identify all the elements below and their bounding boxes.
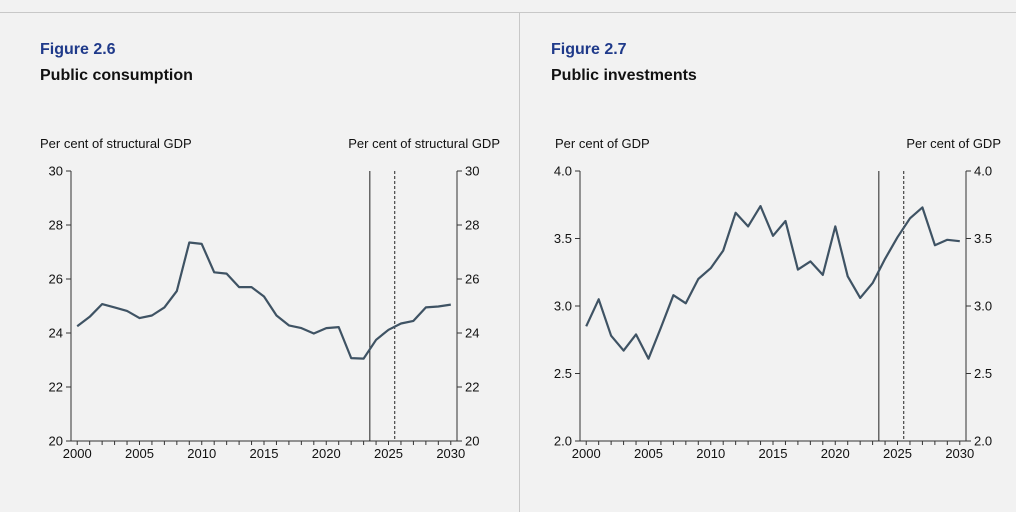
x-tick-label: 2030 xyxy=(945,446,974,461)
y-tick-label-left: 4.0 xyxy=(554,164,572,179)
y-tick-label-left: 28 xyxy=(49,218,63,233)
x-tick-label: 2000 xyxy=(572,446,601,461)
y-tick-label-left: 3.5 xyxy=(554,231,572,246)
x-tick-label: 2030 xyxy=(436,446,465,461)
x-tick-label: 2025 xyxy=(883,446,912,461)
y-tick-label-left: 2.0 xyxy=(554,434,572,449)
x-tick-label: 2000 xyxy=(63,446,92,461)
figure-number-right: Figure 2.7 xyxy=(551,41,627,58)
y-tick-label-right: 20 xyxy=(465,434,479,449)
x-tick-label: 2015 xyxy=(250,446,279,461)
y-tick-label-left: 26 xyxy=(49,272,63,287)
y-tick-label-right: 3.5 xyxy=(974,231,992,246)
y-axis-label-right-chart1: Per cent of structural GDP xyxy=(348,136,500,151)
x-tick-label: 2015 xyxy=(759,446,788,461)
y-tick-label-left: 24 xyxy=(49,326,63,341)
top-divider xyxy=(0,12,1016,13)
y-tick-label-left: 22 xyxy=(49,380,63,395)
y-axis-label-right-chart2: Per cent of GDP xyxy=(906,136,1001,151)
series-line xyxy=(585,205,960,360)
figure-panel-left xyxy=(0,13,519,512)
y-tick-label-right: 28 xyxy=(465,218,479,233)
y-axis-label-left-chart2: Per cent of GDP xyxy=(555,136,650,151)
series-line xyxy=(76,241,451,360)
y-tick-label-left: 2.5 xyxy=(554,366,572,381)
x-tick-label: 2010 xyxy=(696,446,725,461)
x-tick-label: 2005 xyxy=(634,446,663,461)
y-tick-label-right: 3.0 xyxy=(974,299,992,314)
figure-panel-right xyxy=(520,13,1016,512)
y-tick-label-right: 24 xyxy=(465,326,479,341)
x-tick-label: 2020 xyxy=(312,446,341,461)
figure-number-left: Figure 2.6 xyxy=(40,41,116,58)
x-tick-label: 2020 xyxy=(821,446,850,461)
figure-title-right: Public investments xyxy=(551,67,697,84)
y-tick-label-right: 30 xyxy=(465,164,479,179)
y-tick-label-left: 30 xyxy=(49,164,63,179)
x-tick-label: 2005 xyxy=(125,446,154,461)
y-tick-label-left: 20 xyxy=(49,434,63,449)
y-tick-label-left: 3.0 xyxy=(554,299,572,314)
y-tick-label-right: 2.5 xyxy=(974,366,992,381)
y-tick-label-right: 2.0 xyxy=(974,434,992,449)
panel-divider xyxy=(519,12,520,512)
y-tick-label-right: 22 xyxy=(465,380,479,395)
y-tick-label-right: 26 xyxy=(465,272,479,287)
y-tick-label-right: 4.0 xyxy=(974,164,992,179)
y-axis-label-left-chart1: Per cent of structural GDP xyxy=(40,136,192,151)
x-tick-label: 2010 xyxy=(187,446,216,461)
x-tick-label: 2025 xyxy=(374,446,403,461)
figure-title-left: Public consumption xyxy=(40,67,193,84)
